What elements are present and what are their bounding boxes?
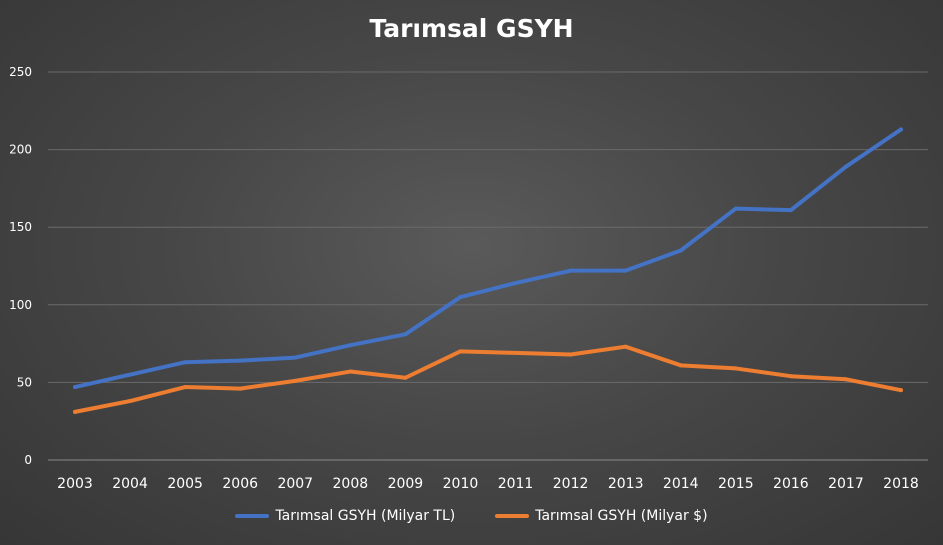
x-tick-label: 2006 (222, 476, 258, 492)
y-tick-label: 100 (9, 298, 32, 312)
legend-label: Tarımsal GSYH (Milyar $) (535, 508, 708, 524)
y-tick-label: 50 (17, 375, 32, 389)
x-tick-label: 2013 (608, 476, 644, 492)
legend-item: Tarımsal GSYH (Milyar TL) (235, 508, 455, 524)
x-tick-label: 2010 (443, 476, 479, 492)
x-tick-label: 2015 (718, 476, 754, 492)
data-point (513, 281, 518, 286)
x-tick-label: 2012 (553, 476, 589, 492)
data-point (458, 295, 463, 300)
data-point (458, 349, 463, 354)
x-tick-label: 2007 (277, 476, 313, 492)
data-point (403, 332, 408, 337)
series-line-0 (73, 127, 903, 390)
legend-item: Tarımsal GSYH (Milyar $) (495, 508, 708, 524)
legend-swatch (495, 514, 530, 518)
data-point (733, 366, 738, 371)
data-point (73, 385, 77, 390)
data-point (568, 268, 573, 273)
x-tick-label: 2011 (498, 476, 534, 492)
legend: Tarımsal GSYH (Milyar TL) Tarımsal GSYH (… (0, 508, 943, 524)
x-tick-label: 2005 (167, 476, 203, 492)
data-point (183, 385, 188, 390)
data-point (128, 399, 133, 404)
data-point (623, 268, 628, 273)
legend-swatch (235, 514, 270, 518)
data-point (733, 206, 738, 211)
data-point (568, 352, 573, 357)
y-tick-label: 250 (9, 65, 32, 79)
data-point (623, 344, 628, 349)
data-point (348, 343, 353, 348)
data-point (183, 360, 188, 365)
data-point (293, 355, 298, 360)
x-tick-label: 2009 (388, 476, 424, 492)
data-point (843, 377, 848, 382)
y-tick-label: 200 (9, 143, 32, 157)
data-point (899, 388, 903, 393)
x-tick-label: 2008 (333, 476, 369, 492)
x-tick-label: 2018 (883, 476, 919, 492)
data-point (678, 248, 683, 253)
data-point (678, 363, 683, 368)
data-point (238, 358, 243, 363)
data-point (403, 375, 408, 380)
y-tick-label: 150 (9, 220, 32, 234)
data-point (788, 208, 793, 213)
data-point (128, 372, 133, 377)
data-point (788, 374, 793, 379)
data-point (513, 350, 518, 355)
data-point (843, 164, 848, 169)
x-tick-label: 2004 (112, 476, 148, 492)
data-point (293, 378, 298, 383)
legend-label: Tarımsal GSYH (Milyar TL) (275, 508, 456, 524)
data-point (348, 369, 353, 374)
chart-title: Tarımsal GSYH (369, 14, 574, 43)
x-tick-label: 2016 (773, 476, 809, 492)
x-tick-label: 2014 (663, 476, 699, 492)
x-tick-label: 2017 (828, 476, 864, 492)
series-line-1 (73, 344, 903, 414)
y-tick-label: 0 (24, 453, 32, 467)
data-point (899, 127, 903, 132)
data-point (238, 386, 243, 391)
data-point (73, 409, 77, 414)
x-tick-label: 2003 (57, 476, 93, 492)
